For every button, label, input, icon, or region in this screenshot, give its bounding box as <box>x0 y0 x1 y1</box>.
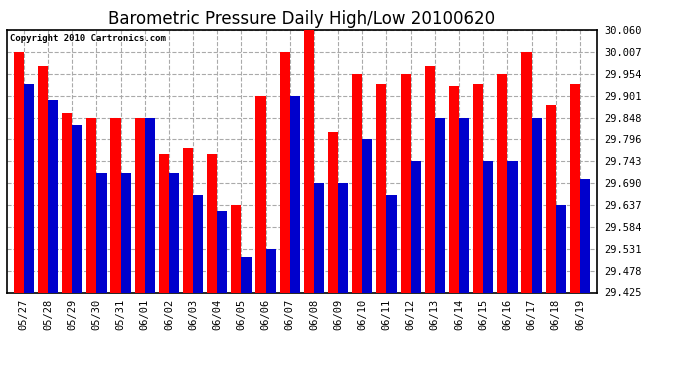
Bar <box>159 154 169 292</box>
Bar <box>522 52 531 292</box>
Bar <box>169 173 179 292</box>
Bar <box>580 179 590 292</box>
Bar <box>362 139 373 292</box>
Bar <box>231 205 241 292</box>
Bar <box>376 84 386 292</box>
Bar <box>386 195 397 292</box>
Bar <box>338 183 348 292</box>
Bar <box>555 205 566 292</box>
Bar <box>435 118 445 292</box>
Bar <box>135 118 145 292</box>
Bar <box>411 161 421 292</box>
Bar <box>483 161 493 292</box>
Bar <box>507 161 518 292</box>
Bar <box>497 74 507 292</box>
Bar <box>72 125 82 292</box>
Bar <box>121 173 130 292</box>
Bar <box>62 112 72 292</box>
Bar <box>314 183 324 292</box>
Bar <box>473 84 483 292</box>
Bar <box>217 211 228 292</box>
Bar <box>459 118 469 292</box>
Bar <box>352 74 362 292</box>
Bar <box>570 84 580 292</box>
Bar <box>14 52 24 292</box>
Title: Barometric Pressure Daily High/Low 20100620: Barometric Pressure Daily High/Low 20100… <box>108 10 495 28</box>
Bar <box>183 148 193 292</box>
Bar <box>145 118 155 292</box>
Bar <box>97 173 106 292</box>
Bar <box>400 74 411 292</box>
Bar <box>304 30 314 292</box>
Bar <box>48 100 58 292</box>
Bar <box>449 86 459 292</box>
Bar <box>328 132 338 292</box>
Bar <box>290 96 300 292</box>
Bar <box>279 52 290 292</box>
Bar <box>255 96 266 292</box>
Bar <box>531 118 542 292</box>
Bar <box>207 154 217 292</box>
Bar <box>193 195 204 292</box>
Bar <box>86 118 97 292</box>
Bar <box>38 66 48 292</box>
Bar <box>425 66 435 292</box>
Bar <box>546 105 555 292</box>
Bar <box>24 84 34 292</box>
Text: Copyright 2010 Cartronics.com: Copyright 2010 Cartronics.com <box>10 34 166 43</box>
Bar <box>241 257 252 292</box>
Bar <box>266 249 276 292</box>
Bar <box>110 118 121 292</box>
